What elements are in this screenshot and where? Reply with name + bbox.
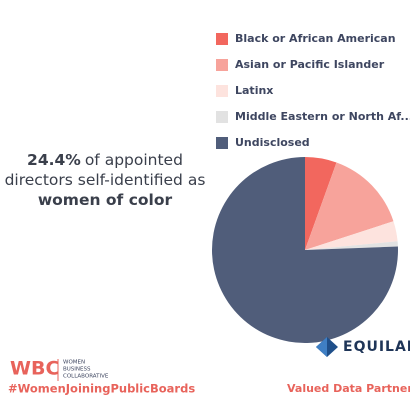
legend-swatch — [216, 59, 228, 71]
partner-tagline: Valued Data Partner — [287, 382, 410, 395]
logo-word: WOMEN — [63, 360, 85, 366]
logo-word: COLLABORATIVE — [63, 374, 109, 380]
legend-label: Middle Eastern or North Af... — [235, 110, 410, 123]
legend: Black or African American Asian or Pacifi… — [216, 32, 410, 149]
hashtag: #WomenJoiningPublicBoards — [8, 382, 195, 396]
legend-swatch — [216, 137, 228, 149]
headline: 24.4% of appointed directors self-identif… — [0, 150, 210, 210]
pie-slice — [305, 162, 394, 250]
legend-swatch — [216, 33, 228, 45]
pie-slice — [305, 157, 337, 250]
partner-name: EQUILAR — [343, 339, 410, 355]
logo-text: WBC — [10, 358, 59, 380]
pie-slice — [305, 241, 398, 250]
logo-word: BUSINESS — [63, 367, 91, 373]
pie-slice — [305, 221, 398, 250]
legend-label: Asian or Pacific Islander — [235, 58, 385, 71]
legend-label: Latinx — [235, 84, 273, 97]
headline-text: of appointed — [84, 151, 183, 169]
legend-label: Undisclosed — [235, 136, 310, 149]
headline-emphasis: women of color — [37, 191, 173, 209]
headline-text: directors self-identified as — [4, 171, 206, 189]
partner-icon — [316, 337, 327, 357]
legend-swatch — [216, 111, 228, 123]
headline-stat: 24.4% — [27, 151, 81, 169]
legend-label: Black or African American — [235, 32, 396, 45]
legend-swatch — [216, 85, 228, 97]
pie-slice — [212, 157, 398, 343]
pie — [212, 157, 398, 343]
